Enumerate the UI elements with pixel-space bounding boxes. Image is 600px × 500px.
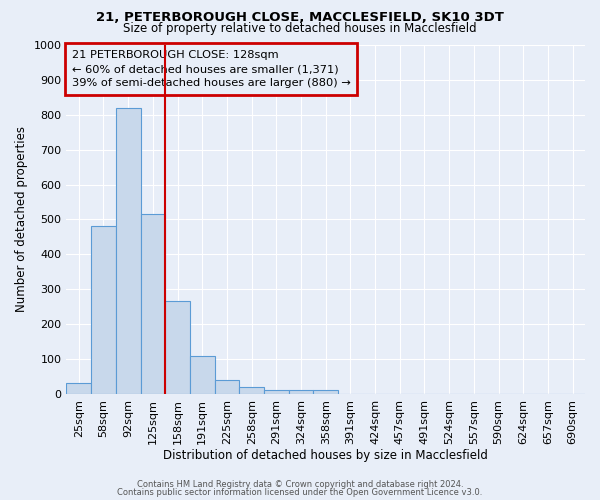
Bar <box>91 226 116 394</box>
Bar <box>264 390 289 394</box>
Bar <box>67 384 91 394</box>
Text: Contains HM Land Registry data © Crown copyright and database right 2024.: Contains HM Land Registry data © Crown c… <box>137 480 463 489</box>
X-axis label: Distribution of detached houses by size in Macclesfield: Distribution of detached houses by size … <box>163 450 488 462</box>
Text: 21 PETERBOROUGH CLOSE: 128sqm
← 60% of detached houses are smaller (1,371)
39% o: 21 PETERBOROUGH CLOSE: 128sqm ← 60% of d… <box>71 50 350 88</box>
Y-axis label: Number of detached properties: Number of detached properties <box>15 126 28 312</box>
Bar <box>215 380 239 394</box>
Bar <box>239 387 264 394</box>
Bar <box>313 390 338 394</box>
Bar <box>190 356 215 394</box>
Text: Size of property relative to detached houses in Macclesfield: Size of property relative to detached ho… <box>123 22 477 35</box>
Text: Contains public sector information licensed under the Open Government Licence v3: Contains public sector information licen… <box>118 488 482 497</box>
Bar <box>116 108 140 394</box>
Bar <box>140 214 165 394</box>
Bar <box>165 302 190 394</box>
Text: 21, PETERBOROUGH CLOSE, MACCLESFIELD, SK10 3DT: 21, PETERBOROUGH CLOSE, MACCLESFIELD, SK… <box>96 11 504 24</box>
Bar <box>289 390 313 394</box>
